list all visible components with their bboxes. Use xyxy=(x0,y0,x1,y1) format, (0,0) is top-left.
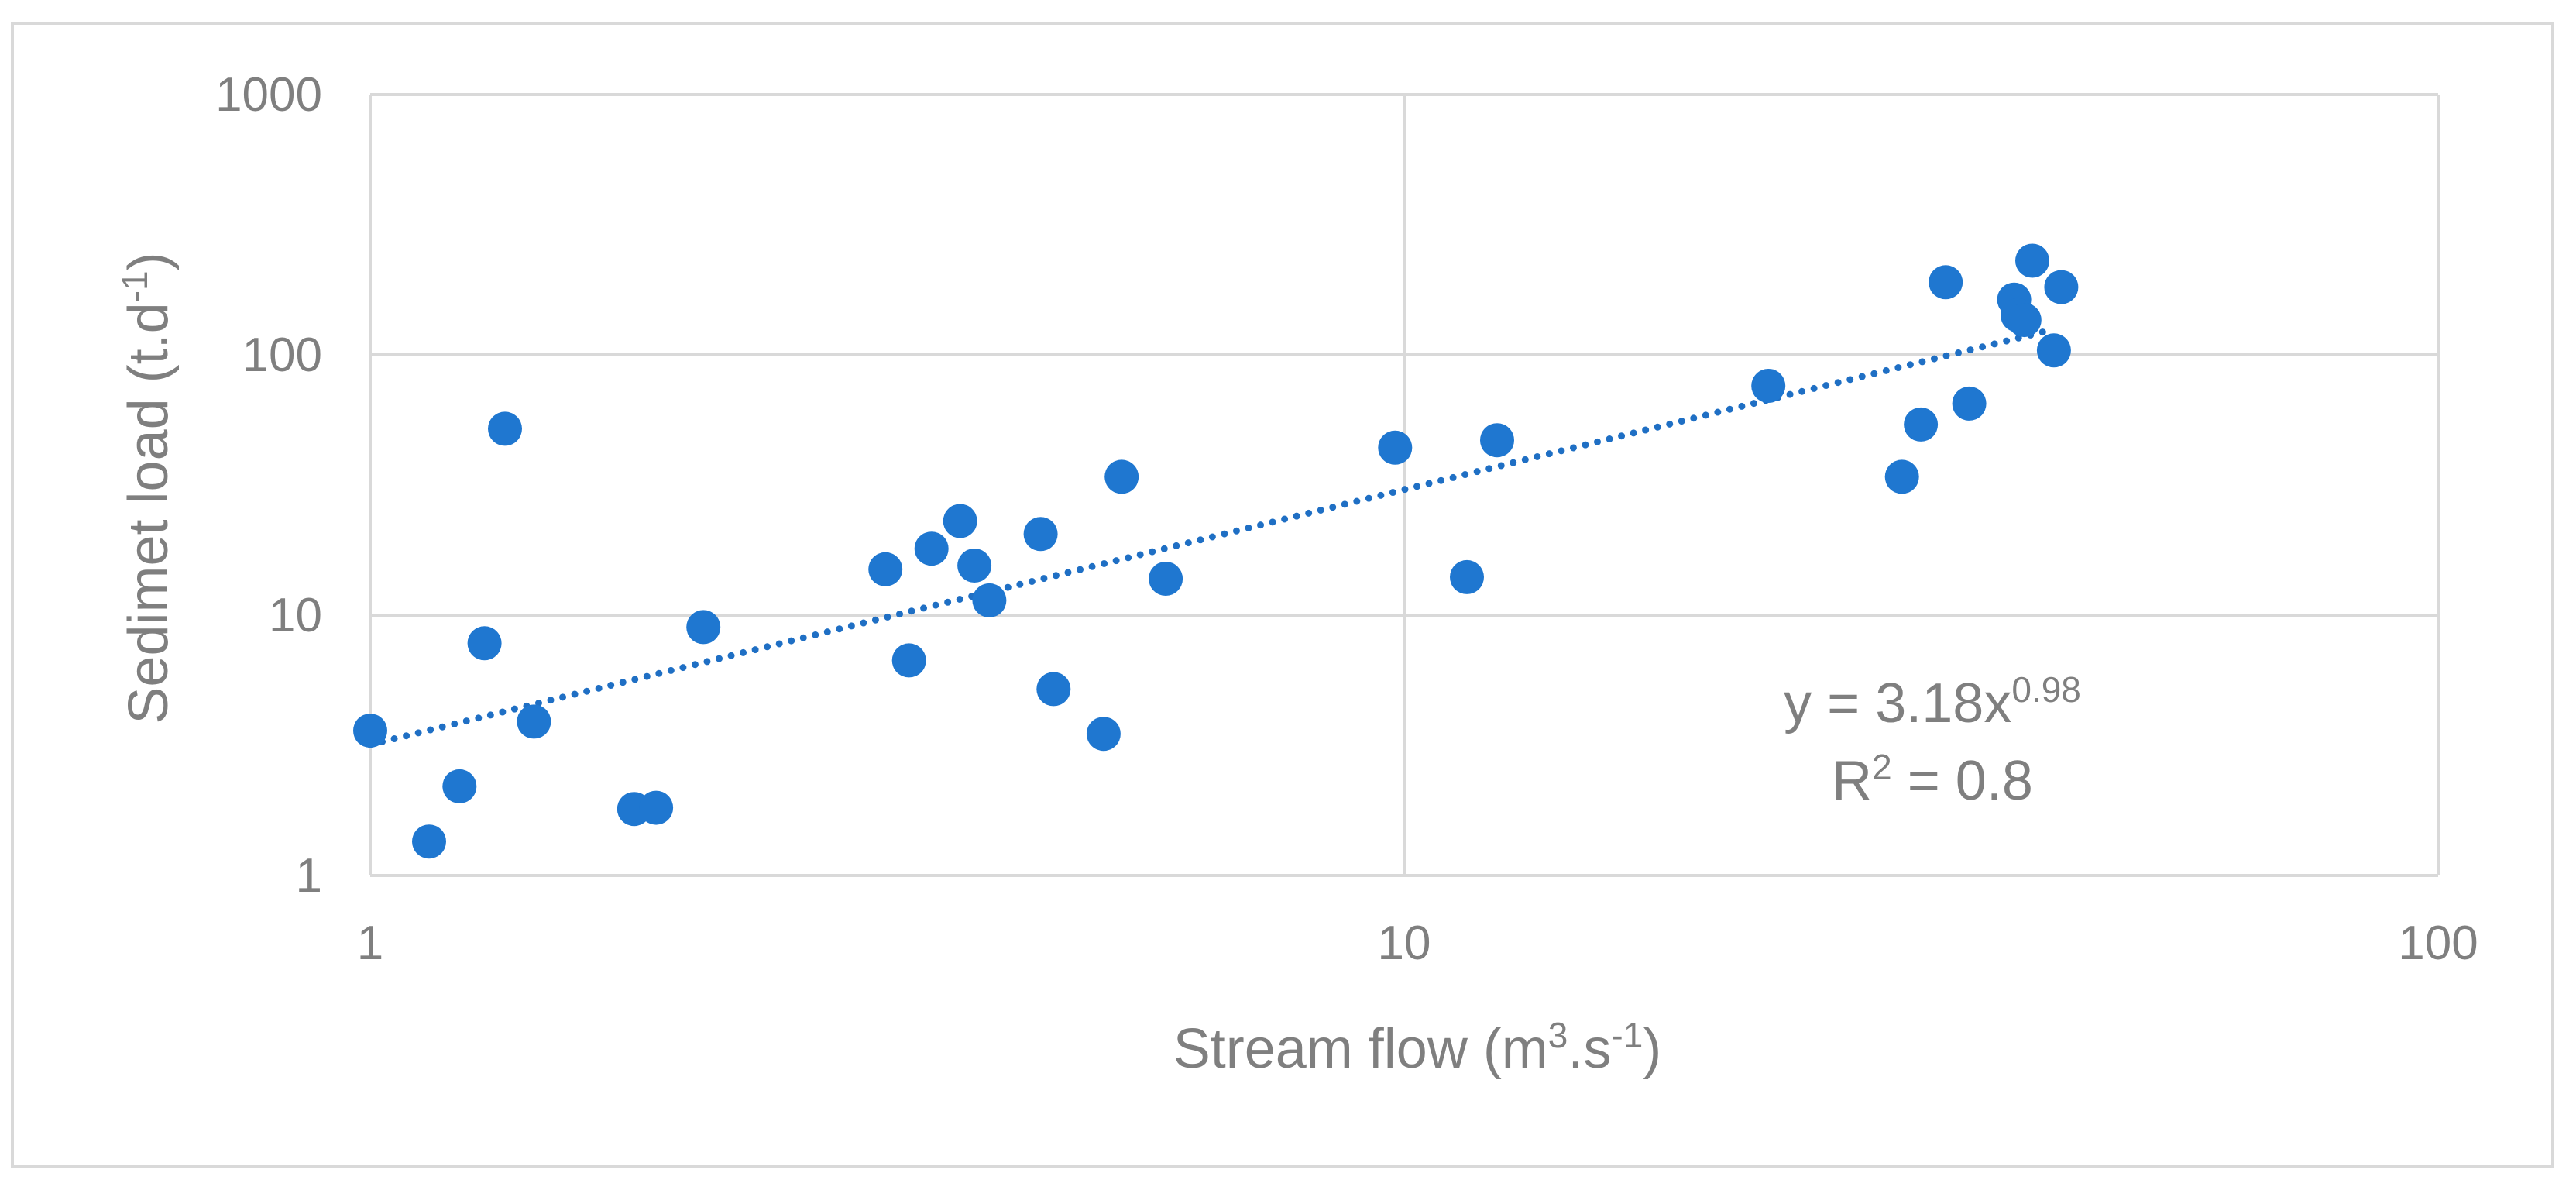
data-point xyxy=(1751,369,1786,403)
data-point xyxy=(914,531,949,566)
data-point xyxy=(957,549,992,583)
trendline-equation: y = 3.18x0.98 xyxy=(1784,669,2081,734)
data-point xyxy=(2036,333,2071,368)
data-point xyxy=(1884,459,1919,494)
data-point xyxy=(488,411,522,446)
data-point xyxy=(686,610,721,645)
data-point xyxy=(943,504,977,538)
data-point xyxy=(2044,270,2079,304)
data-point xyxy=(1952,386,1987,421)
data-point xyxy=(1480,423,1514,458)
data-point xyxy=(442,769,477,803)
chart-frame xyxy=(11,22,2554,1168)
x-tick-label: 10 xyxy=(1378,917,1431,970)
data-point xyxy=(972,583,1007,617)
y-tick-label: 100 xyxy=(242,328,322,382)
data-point xyxy=(1378,430,1413,465)
y-tick-label: 10 xyxy=(269,589,322,642)
data-point xyxy=(353,714,387,748)
tick-labels: 1 10 100 1000 1 10 100 xyxy=(215,68,2478,970)
data-point xyxy=(1086,717,1121,752)
data-point xyxy=(1104,459,1139,494)
data-point xyxy=(639,790,674,825)
data-point xyxy=(1929,265,1963,300)
grid-lines xyxy=(369,93,2440,877)
data-point xyxy=(1023,517,1058,552)
x-axis-title: Stream flow (m3.s-1) xyxy=(1173,1015,1662,1080)
data-points xyxy=(353,243,2079,859)
data-point xyxy=(1036,672,1071,707)
y-tick-label: 1000 xyxy=(215,68,322,122)
x-tick-label: 1 xyxy=(357,917,383,970)
data-point xyxy=(891,643,926,678)
data-point xyxy=(1904,407,1939,442)
r-squared-label: R2 = 0.8 xyxy=(1832,747,2033,812)
data-point xyxy=(1450,559,1484,594)
data-point xyxy=(517,704,551,739)
y-axis-title: Sedimet load (t.d-1) xyxy=(115,252,180,724)
data-point xyxy=(868,552,903,586)
data-point xyxy=(1149,562,1183,596)
data-point xyxy=(2015,243,2049,278)
data-point xyxy=(412,824,446,859)
data-point xyxy=(467,626,502,661)
data-point xyxy=(2007,303,2042,338)
y-tick-label: 1 xyxy=(296,849,322,903)
x-tick-label: 100 xyxy=(2398,917,2478,970)
